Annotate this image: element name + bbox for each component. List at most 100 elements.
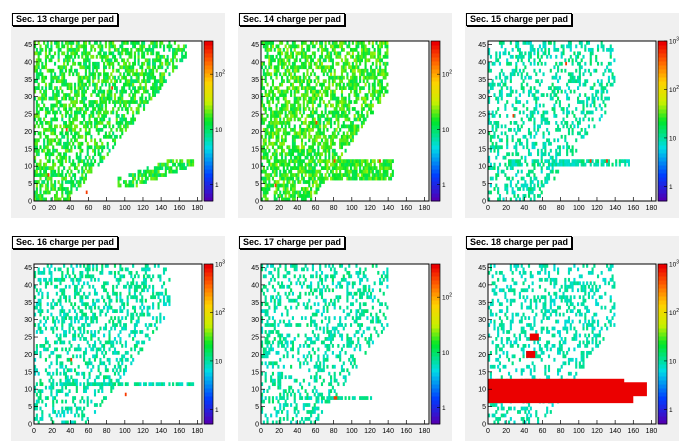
pad-cell: [75, 180, 78, 184]
pad-cell: [83, 44, 86, 49]
pad-cell: [57, 159, 60, 164]
pad-cell: [293, 148, 296, 153]
pad-cell: [507, 162, 511, 167]
pad-cell: [500, 89, 503, 94]
pad-cell: [119, 65, 122, 70]
pad-cell: [308, 169, 311, 174]
pad-cell: [59, 86, 62, 90]
pad-cell: [117, 51, 120, 56]
y-tick-label: 15: [24, 146, 32, 153]
pad-cell: [61, 65, 64, 70]
pad-cell: [63, 382, 66, 387]
pad-cell: [555, 75, 558, 80]
pad-cell: [110, 89, 113, 94]
pad-cell: [330, 110, 333, 115]
pad-cell: [44, 58, 48, 63]
pad-cell: [53, 169, 57, 174]
pad-cell: [522, 41, 525, 45]
pad-cell: [39, 389, 42, 393]
pad-cell: [99, 138, 102, 143]
pad-cell: [73, 396, 77, 400]
pad-cell: [81, 79, 84, 84]
pad-cell: [310, 79, 313, 84]
pad-cell: [261, 169, 264, 174]
pad-cell: [132, 61, 135, 66]
pad-cell: [61, 41, 64, 45]
pad-cell: [277, 131, 280, 136]
pad-cell: [73, 403, 77, 407]
pad-cell: [542, 134, 545, 139]
pad-cell: [488, 190, 491, 195]
pad-cell: [70, 319, 73, 324]
pad-cell: [497, 173, 500, 177]
pad-cell: [349, 121, 353, 125]
pad-cell: [366, 68, 369, 73]
pad-cell: [335, 44, 338, 49]
pad-cell: [59, 382, 62, 387]
pad-cell: [317, 176, 320, 181]
pad-cell: [273, 86, 276, 90]
pad-cell: [192, 382, 195, 387]
pad-cell: [531, 47, 534, 52]
pad-cell: [293, 107, 296, 111]
pad-cell: [335, 51, 338, 56]
pad-cell: [509, 54, 512, 59]
pad-cell: [371, 54, 374, 59]
pad-cell: [48, 155, 51, 160]
pad-cell: [115, 89, 118, 94]
pad-cell: [324, 44, 327, 49]
pad-cell: [569, 148, 572, 153]
pad-cell: [302, 134, 305, 139]
pad-cell: [547, 51, 551, 56]
pad-cell: [357, 51, 360, 56]
pad-cell: [377, 44, 380, 49]
pad-cell: [93, 100, 97, 104]
pad-cell: [108, 96, 111, 101]
y-tick-label: 20: [478, 129, 486, 136]
pad-cell: [538, 162, 541, 167]
pad-cell: [606, 89, 609, 94]
pad-cell: [306, 187, 309, 191]
pad-cell: [337, 54, 340, 59]
pad-cell: [344, 159, 347, 164]
pad-cell: [333, 152, 336, 157]
pad-cell: [86, 162, 89, 167]
pad-cell: [108, 333, 111, 338]
pad-cell: [279, 152, 282, 157]
pad-cell: [70, 96, 73, 101]
pad-cell: [522, 61, 525, 66]
pad-cell: [297, 65, 300, 70]
pad-cell: [59, 413, 62, 418]
pad-cell: [295, 114, 298, 118]
pad-cell: [280, 141, 284, 146]
pad-cell: [330, 162, 333, 167]
pad-cell: [571, 121, 574, 125]
pad-cell: [498, 51, 502, 56]
pad-cell: [355, 41, 358, 45]
pad-cell: [70, 406, 73, 411]
pad-cell: [290, 166, 293, 170]
pad-cell: [43, 141, 46, 146]
pad-cell: [68, 326, 71, 331]
pad-cell: [529, 86, 532, 90]
pad-cell: [560, 54, 563, 59]
pad-cell: [93, 330, 97, 334]
pad-cell: [124, 127, 127, 132]
pad-cell: [86, 403, 89, 407]
pad-cell: [295, 89, 298, 94]
panel-sec13: 0 20 40 60 80 100 120 140 160 180 0 5 10 15 20 25 30 35 40…: [11, 13, 225, 218]
pad-cell: [302, 159, 305, 164]
pad-cell: [282, 107, 285, 111]
pad-cell: [44, 121, 48, 125]
pad-cell: [326, 166, 329, 170]
pad-cell: [81, 410, 84, 414]
pad-cell: [92, 65, 95, 70]
pad-cell: [535, 141, 538, 146]
pad-cell: [302, 100, 305, 104]
pad-cell: [137, 58, 140, 63]
pad-cell: [63, 51, 66, 56]
pad-cell: [44, 89, 48, 94]
pad-cell: [280, 107, 284, 111]
pad-cell: [172, 382, 175, 387]
pad-cell: [339, 79, 342, 84]
